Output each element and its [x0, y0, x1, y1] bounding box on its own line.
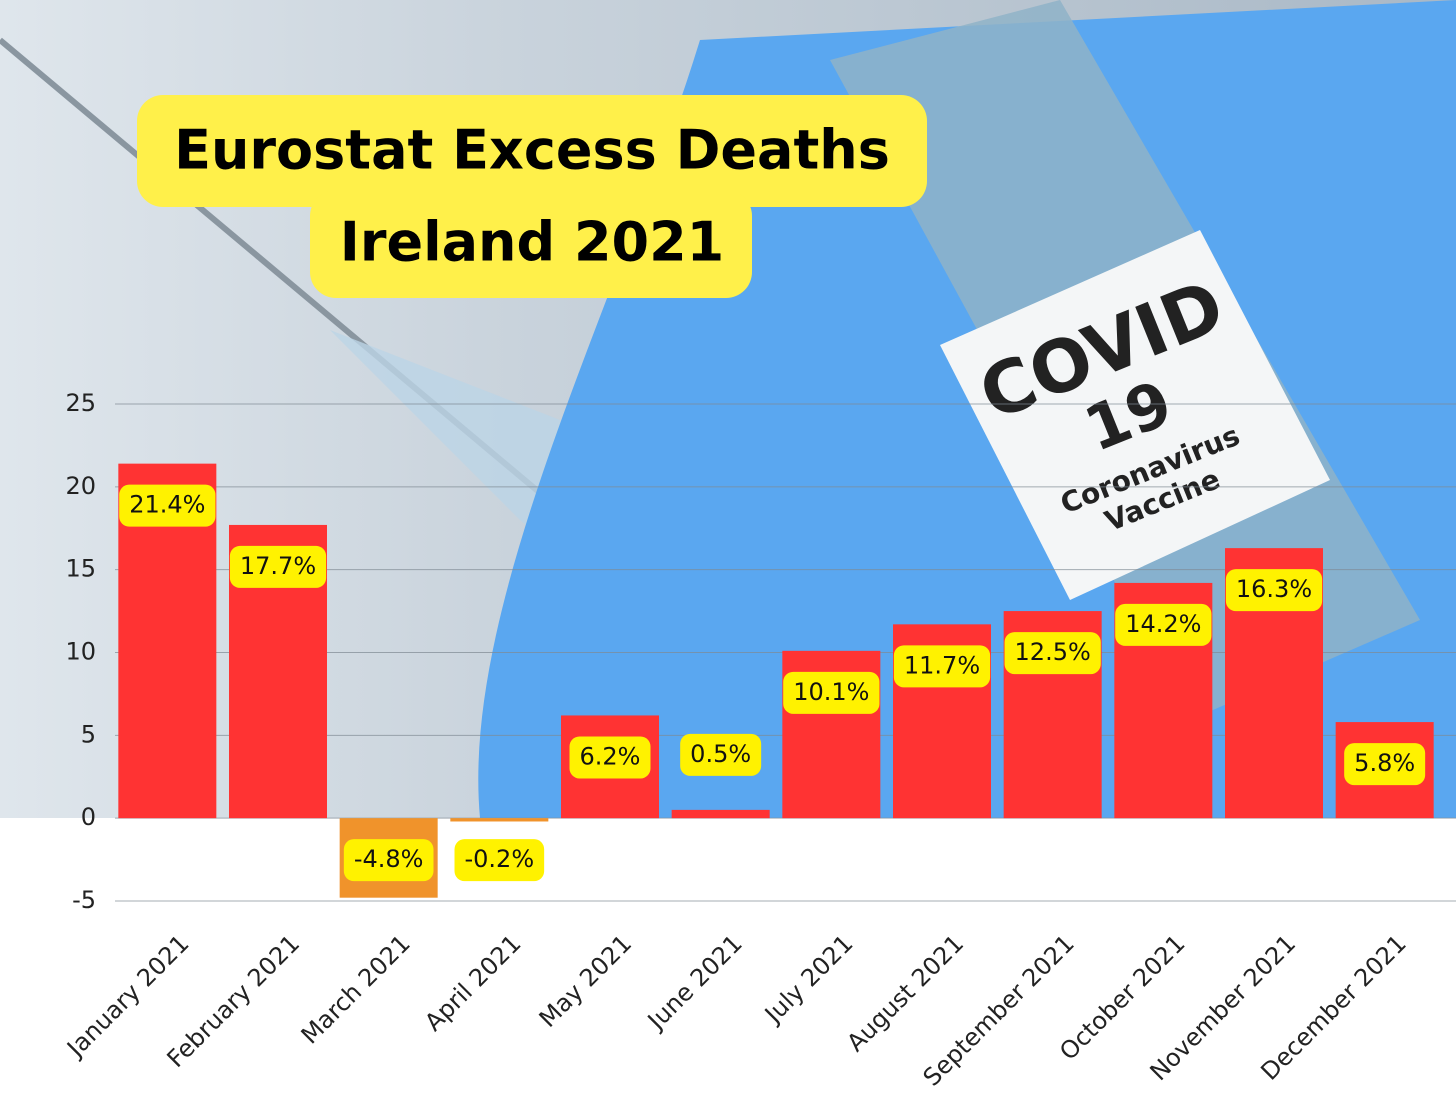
value-label-text: 10.1% [793, 678, 869, 706]
y-tick-label: -5 [72, 886, 96, 914]
y-tick-label: 20 [65, 472, 96, 500]
value-label: 21.4% [119, 484, 216, 527]
x-tick-label: July 2021 [758, 929, 858, 1029]
value-label: 5.8% [1344, 743, 1426, 786]
y-tick-label: 5 [81, 720, 96, 748]
y-tick-label: 15 [65, 555, 96, 583]
value-label-text: 11.7% [904, 651, 980, 679]
value-label-box [119, 484, 216, 527]
value-label: 0.5% [680, 733, 762, 776]
y-tick-label: 0 [81, 803, 96, 831]
chart-title: Ireland 2021 [340, 211, 725, 274]
value-label-box [343, 839, 434, 882]
value-label-box [454, 839, 545, 882]
value-label-box [893, 645, 991, 688]
value-label: 14.2% [1115, 603, 1212, 646]
x-tick-label: June 2021 [641, 929, 748, 1036]
x-tick-label: April 2021 [419, 929, 526, 1036]
value-label-text: -0.2% [465, 845, 535, 873]
value-label: -0.2% [454, 839, 545, 882]
value-label-box [680, 733, 762, 776]
x-tick-label: August 2021 [841, 929, 969, 1057]
y-tick-label: 10 [65, 638, 96, 666]
value-label-box [783, 671, 880, 714]
value-label-text: 16.3% [1236, 575, 1312, 603]
value-label-text: 0.5% [690, 740, 751, 768]
x-tick-label: March 2021 [296, 929, 416, 1049]
value-label: 10.1% [783, 671, 880, 714]
value-label-text: 12.5% [1015, 638, 1091, 666]
value-label-box [1225, 569, 1323, 612]
y-tick-label: 25 [65, 389, 96, 417]
value-label: 17.7% [229, 545, 327, 588]
value-label: 16.3% [1225, 569, 1323, 612]
value-label-box [1344, 743, 1426, 786]
value-label-box [229, 545, 327, 588]
chart-title: Eurostat Excess Deaths [174, 119, 890, 182]
value-label-box [1004, 632, 1101, 675]
x-tick-label: May 2021 [534, 929, 637, 1032]
value-label-text: 17.7% [240, 552, 316, 580]
title-box: Eurostat Excess Deaths Ireland 2021 [137, 95, 927, 298]
value-label: 11.7% [893, 645, 991, 688]
value-label-text: -4.8% [354, 845, 424, 873]
value-label-box [569, 736, 651, 779]
value-label: -4.8% [343, 839, 434, 882]
bar [450, 818, 549, 822]
value-label: 12.5% [1004, 632, 1101, 675]
bar [671, 809, 770, 819]
value-label: 6.2% [569, 736, 651, 779]
value-label-text: 6.2% [580, 742, 641, 770]
value-label-text: 14.2% [1125, 610, 1201, 638]
value-label-box [1115, 603, 1212, 646]
value-label-text: 21.4% [129, 491, 205, 519]
value-label-text: 5.8% [1354, 749, 1415, 777]
